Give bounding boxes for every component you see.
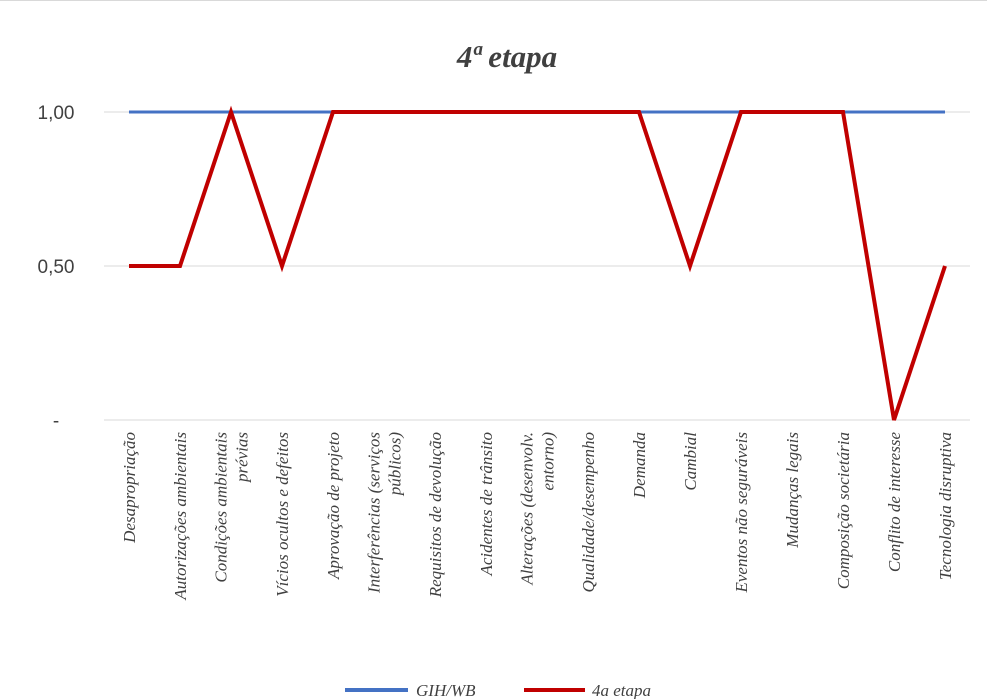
chart-title: 4ª etapa xyxy=(456,39,557,74)
x-tick-label: Alterações (desenvolv. entorno) xyxy=(518,432,558,586)
y-tick-label: - xyxy=(53,411,59,432)
x-tick-label-line: Vícios ocultos e defeitos xyxy=(273,432,292,597)
legend-label: GIH/WB xyxy=(416,681,476,699)
grid-layer xyxy=(104,111,970,421)
x-tick-label: Mudanças legais xyxy=(783,432,802,549)
x-tick-label-line: Cambial xyxy=(681,432,700,491)
x-tick-label-line: Autorizações ambientais xyxy=(171,432,190,601)
y-tick-label: 1,00 xyxy=(38,103,75,124)
x-tick-label-line: Alterações (desenvolv. xyxy=(518,432,537,586)
x-tick-label-line: Requisitos de devolução xyxy=(426,432,445,598)
x-axis-ticks: Desapropriação Autorizações ambientais Con… xyxy=(120,432,955,601)
x-tick-label: Aprovação de projeto xyxy=(324,432,343,580)
x-tick-label: Demanda xyxy=(630,432,649,499)
x-tick-label-line: Desapropriação xyxy=(120,432,139,544)
x-tick-label-line: Eventos não seguráveis xyxy=(732,432,751,594)
x-tick-label: Eventos não seguráveis xyxy=(732,432,751,594)
x-tick-label-line: Demanda xyxy=(630,432,649,499)
x-tick-label: Autorizações ambientais xyxy=(171,432,190,601)
x-tick-label-line: prévias xyxy=(233,432,252,483)
x-tick-label-line: Mudanças legais xyxy=(783,432,802,549)
x-tick-label: Composição societária xyxy=(834,432,853,589)
x-tick-label: Qualidade/desempenho xyxy=(579,432,598,593)
x-tick-label-line: Interferências (serviços xyxy=(365,432,384,594)
x-tick-label-line: públicos) xyxy=(386,432,405,497)
y-axis-ticks: 1,00 0,50 - xyxy=(38,103,75,432)
x-tick-label-line: Acidentes de trânsito xyxy=(477,432,496,577)
x-tick-label-line: entorno) xyxy=(539,432,558,491)
x-tick-label: Interferências (serviços públicos) xyxy=(365,432,405,594)
legend-item: 4a etapa xyxy=(524,681,651,699)
x-tick-label-line: Aprovação de projeto xyxy=(324,432,343,580)
x-tick-label: Desapropriação xyxy=(120,432,139,544)
x-tick-label: Vícios ocultos e defeitos xyxy=(273,432,292,597)
x-tick-label: Conflito de interesse xyxy=(885,432,904,573)
x-tick-label-line: Composição societária xyxy=(834,432,853,589)
x-tick-label-line: Tecnologia disruptiva xyxy=(936,432,955,580)
legend-label: 4a etapa xyxy=(592,681,651,699)
x-tick-label: Condições ambientais prévias xyxy=(212,432,252,583)
legend-item: GIH/WB xyxy=(345,681,476,699)
x-tick-label: Acidentes de trânsito xyxy=(477,432,496,577)
x-tick-label-line: Conflito de interesse xyxy=(885,432,904,573)
y-tick-label: 0,50 xyxy=(38,257,75,278)
x-tick-label-line: Qualidade/desempenho xyxy=(579,432,598,593)
top-divider xyxy=(0,0,987,1)
x-tick-label: Tecnologia disruptiva xyxy=(936,432,955,580)
x-tick-label-line: Condições ambientais xyxy=(212,432,231,583)
x-tick-label: Requisitos de devolução xyxy=(426,432,445,598)
legend: GIH/WB 4a etapa xyxy=(345,681,651,699)
x-tick-label: Cambial xyxy=(681,432,700,491)
series-layer xyxy=(128,105,947,421)
